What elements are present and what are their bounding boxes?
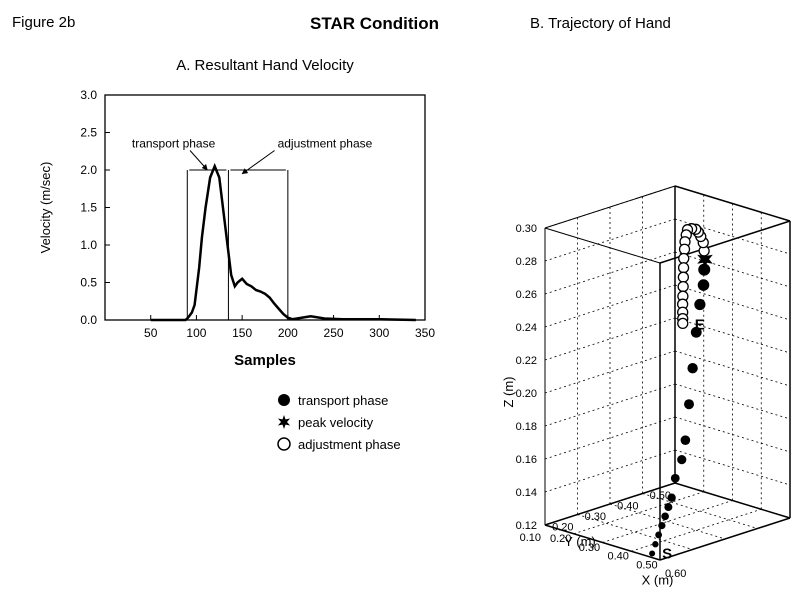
svg-text:0.40: 0.40 xyxy=(617,501,638,513)
svg-text:S: S xyxy=(662,546,672,563)
svg-text:200: 200 xyxy=(278,326,298,340)
svg-text:0.26: 0.26 xyxy=(516,289,537,301)
svg-text:0.40: 0.40 xyxy=(608,551,629,563)
svg-text:Z (m): Z (m) xyxy=(501,377,516,408)
svg-text:50: 50 xyxy=(144,326,158,340)
svg-text:Samples: Samples xyxy=(234,352,296,369)
svg-text:transport phase: transport phase xyxy=(298,393,388,408)
svg-text:0.30: 0.30 xyxy=(516,223,537,235)
figure-label: Figure 2b xyxy=(12,14,75,31)
svg-text:250: 250 xyxy=(324,326,344,340)
svg-text:Velocity (m/sec): Velocity (m/sec) xyxy=(38,162,53,254)
svg-text:adjustment phase: adjustment phase xyxy=(278,137,373,151)
svg-text:0.20: 0.20 xyxy=(552,522,573,534)
svg-text:2.5: 2.5 xyxy=(80,126,97,140)
svg-text:0.50: 0.50 xyxy=(636,559,657,571)
svg-text:100: 100 xyxy=(186,326,206,340)
svg-text:0.14: 0.14 xyxy=(516,487,537,499)
svg-text:0.18: 0.18 xyxy=(516,421,537,433)
figure-2b-page: { "figure_label": "Figure 2b", "main_tit… xyxy=(0,0,800,602)
svg-text:0.10: 0.10 xyxy=(520,532,541,544)
panel-b-3d-trajectory: 0.12 0.14 0.16 0.18 0.20 0.22 0.24 0.26 0.28 0.30… xyxy=(490,40,800,600)
svg-text:0.16: 0.16 xyxy=(516,454,537,466)
svg-text:350: 350 xyxy=(415,326,435,340)
svg-text:transport phase: transport phase xyxy=(132,137,216,151)
svg-text:0.20: 0.20 xyxy=(516,388,537,400)
svg-text:0.30: 0.30 xyxy=(585,511,606,523)
panel-a-velocity-chart: A. Resultant Hand Velocity 50 100 150 200 250… xyxy=(20,50,460,410)
svg-text:0.22: 0.22 xyxy=(516,355,537,367)
svg-text:2.0: 2.0 xyxy=(80,163,97,177)
svg-text:0.24: 0.24 xyxy=(516,322,537,334)
svg-text:0.50: 0.50 xyxy=(650,490,671,502)
svg-text:E: E xyxy=(695,316,705,333)
svg-text:X (m): X (m) xyxy=(642,573,674,588)
svg-text:1.0: 1.0 xyxy=(80,238,97,252)
svg-text:adjustment phase: adjustment phase xyxy=(298,437,401,452)
svg-text:150: 150 xyxy=(232,326,252,340)
svg-text:A. Resultant Hand Velocity: A. Resultant Hand Velocity xyxy=(176,57,354,74)
svg-text:1.5: 1.5 xyxy=(80,201,97,215)
svg-text:3.0: 3.0 xyxy=(80,88,97,102)
svg-text:Y (m): Y (m) xyxy=(564,534,596,549)
svg-text:0.0: 0.0 xyxy=(80,313,97,327)
panel-b-title: B. Trajectory of Hand xyxy=(530,15,671,32)
svg-text:0.12: 0.12 xyxy=(516,520,537,532)
main-title: STAR Condition xyxy=(310,14,439,34)
svg-text:300: 300 xyxy=(369,326,389,340)
svg-text:peak velocity: peak velocity xyxy=(298,415,374,430)
svg-text:0.28: 0.28 xyxy=(516,256,537,268)
svg-text:0.5: 0.5 xyxy=(80,276,97,290)
